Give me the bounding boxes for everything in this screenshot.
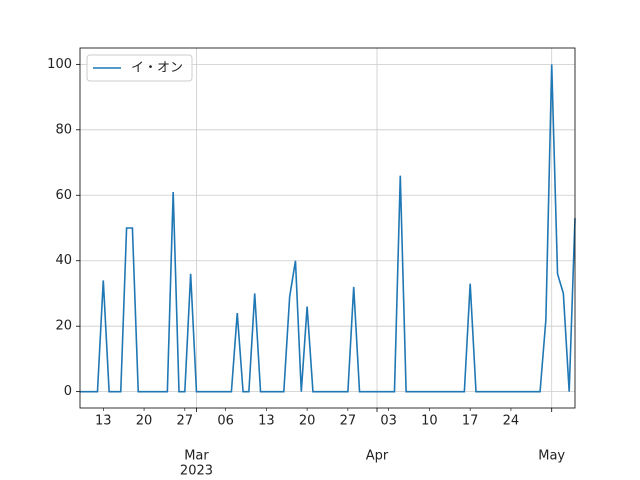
y-tick-label: 60	[55, 188, 72, 203]
x-tick-label: Apr	[366, 449, 389, 464]
x-tick-label: 24	[503, 414, 520, 429]
x-tick-label: 27	[340, 414, 357, 429]
y-tick-label: 40	[55, 253, 72, 268]
y-tick-label: 80	[55, 122, 72, 137]
x-tick-label: 13	[258, 414, 275, 429]
y-tick-label: 20	[55, 319, 72, 334]
y-tick-label: 0	[64, 384, 72, 399]
x-tick-label: 06	[217, 414, 234, 429]
legend-box	[86, 54, 193, 82]
x-tick-label: 20	[136, 414, 153, 429]
x-tick-label: 10	[421, 414, 438, 429]
x-tick-label: May	[538, 449, 565, 464]
axes-frame	[79, 47, 576, 409]
x-tick-label: 27	[177, 414, 194, 429]
line	[80, 64, 576, 393]
x-tick-label: 17	[462, 414, 479, 429]
x-tick-label: Mar	[184, 449, 209, 464]
x-tick-label: 13	[95, 414, 112, 429]
x-tick-label: 03	[380, 414, 397, 429]
x-tick-label: 20	[299, 414, 316, 429]
legend-label: イ・オン	[131, 61, 183, 76]
y-tick-label: 100	[47, 57, 72, 72]
x-offset-label: 2023	[180, 464, 213, 479]
